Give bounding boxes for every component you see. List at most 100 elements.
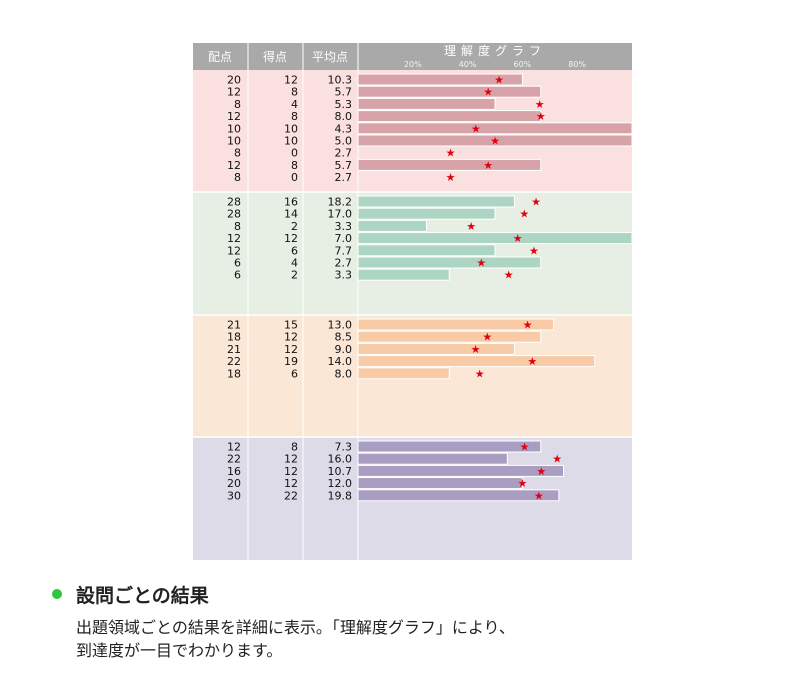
average-cell: 8.0 <box>335 110 353 123</box>
score-cell: 12 <box>284 74 298 87</box>
average-cell: 7.7 <box>335 244 353 257</box>
max-score-cell: 12 <box>227 86 241 99</box>
table-row: 21 12 9.0 ★ <box>227 342 515 356</box>
average-star-marker: ★ <box>471 343 481 356</box>
understanding-bar <box>357 244 496 257</box>
max-score-cell: 12 <box>227 232 241 245</box>
max-score-cell: 28 <box>227 208 241 221</box>
score-cell: 2 <box>291 220 298 233</box>
table-row: 10 10 4.3 ★ <box>227 122 632 135</box>
table-row: 18 12 8.5 ★ <box>227 330 542 344</box>
x-tick-label: 20% <box>404 60 422 69</box>
table-row: 21 15 13.0 ★ <box>227 318 555 332</box>
average-star-marker: ★ <box>531 196 541 209</box>
table-row: 28 14 17.0 ★ <box>227 207 529 221</box>
average-star-marker: ★ <box>552 453 562 466</box>
max-score-cell: 8 <box>234 220 241 233</box>
max-score-cell: 12 <box>227 441 241 454</box>
max-score-cell: 20 <box>227 477 241 490</box>
average-cell: 16.0 <box>328 453 353 466</box>
score-cell: 0 <box>291 171 298 184</box>
max-score-cell: 8 <box>234 98 241 111</box>
average-cell: 5.7 <box>335 159 353 172</box>
table-row: 8 0 2.7 ★ <box>234 171 456 184</box>
max-score-cell: 12 <box>227 244 241 257</box>
table-row: 12 8 8.0 ★ <box>227 110 546 123</box>
table-row: 8 2 3.3 ★ <box>234 219 476 233</box>
average-star-marker: ★ <box>535 98 545 111</box>
max-score-cell: 8 <box>234 147 241 160</box>
max-score-cell: 12 <box>227 159 241 172</box>
table-row: 12 8 7.3 ★ <box>227 440 542 454</box>
max-score-cell: 16 <box>227 465 241 478</box>
average-cell: 2.7 <box>335 147 353 160</box>
table-row: 12 8 5.7 ★ <box>227 159 542 172</box>
understanding-bar <box>357 195 515 208</box>
average-star-marker: ★ <box>471 122 481 135</box>
feature-description-line-2: 到達度が一目でわかります。 <box>76 641 283 660</box>
max-score-cell: 10 <box>227 135 241 148</box>
average-star-marker: ★ <box>466 220 476 233</box>
score-cell: 14 <box>284 208 298 221</box>
score-chart: 配点 得点 平均点 理解度グラフ 20% 40% 60% 80% 20 12 10.3 ★1… <box>193 43 632 560</box>
header-graph-title: 理解度グラフ <box>444 43 546 58</box>
table-row: 8 0 2.7 ★ <box>234 147 456 160</box>
table-row: 30 22 19.8 ★ <box>227 489 560 502</box>
understanding-bar <box>357 85 542 98</box>
feature-description: 出題領域ごとの結果を詳細に表示。「理解度グラフ」により、 到達度が一目でわかりま… <box>76 616 752 662</box>
max-score-cell: 12 <box>227 110 241 123</box>
table-row: 16 12 10.7 ★ <box>227 464 564 478</box>
understanding-bar <box>357 367 450 380</box>
average-cell: 14.0 <box>328 355 353 368</box>
average-cell: 5.3 <box>335 98 353 111</box>
score-cell: 8 <box>291 159 298 172</box>
average-cell: 19.8 <box>328 489 353 502</box>
x-tick-labels: 20% 40% 60% 80% <box>404 60 587 69</box>
table-row: 6 4 2.7 ★ <box>234 256 542 270</box>
table-row: 12 6 7.7 ★ <box>227 244 539 257</box>
score-cell: 8 <box>291 110 298 123</box>
max-score-cell: 28 <box>227 196 241 209</box>
understanding-bar <box>357 207 496 220</box>
average-star-marker: ★ <box>446 171 456 184</box>
average-cell: 18.2 <box>328 196 353 209</box>
table-row: 18 6 8.0 ★ <box>227 367 485 380</box>
average-star-marker: ★ <box>446 147 456 160</box>
score-cell: 16 <box>284 196 298 209</box>
table-row: 20 12 12.0 ★ <box>227 477 527 490</box>
average-star-marker: ★ <box>504 269 514 282</box>
average-star-marker: ★ <box>483 159 493 172</box>
average-cell: 7.3 <box>335 441 353 454</box>
max-score-cell: 20 <box>227 74 241 87</box>
max-score-cell: 18 <box>227 331 241 344</box>
table-row: 12 12 7.0 ★ <box>227 232 632 245</box>
x-tick-label: 40% <box>459 60 477 69</box>
average-star-marker: ★ <box>536 110 546 123</box>
understanding-bar <box>357 489 560 502</box>
score-cell: 15 <box>284 319 298 332</box>
understanding-bar <box>357 355 596 368</box>
header-background <box>193 43 632 70</box>
score-cell: 12 <box>284 232 298 245</box>
average-star-marker: ★ <box>517 477 527 490</box>
table-row: 8 4 5.3 ★ <box>234 97 545 111</box>
understanding-bar <box>357 97 496 110</box>
chart-rows: 20 12 10.3 ★12 8 5.7 ★8 4 5.3 ★12 8 8.0 ★10 10 4.3 ★10 1… <box>227 73 632 502</box>
average-star-marker: ★ <box>475 367 485 380</box>
average-cell: 7.0 <box>335 232 353 245</box>
score-cell: 4 <box>291 257 298 270</box>
average-cell: 17.0 <box>328 208 353 221</box>
average-cell: 5.0 <box>335 135 353 148</box>
header-score: 得点 <box>263 49 287 64</box>
score-cell: 2 <box>291 269 298 282</box>
table-row: 12 8 5.7 ★ <box>227 85 542 99</box>
max-score-cell: 18 <box>227 367 241 380</box>
table-row: 20 12 10.3 ★ <box>227 73 523 87</box>
score-cell: 4 <box>291 98 298 111</box>
understanding-bar <box>357 219 427 232</box>
x-tick-label: 80% <box>568 60 586 69</box>
table-row: 22 12 16.0 ★ <box>227 452 562 466</box>
understanding-bar <box>357 464 564 477</box>
understanding-bar <box>357 232 632 245</box>
average-cell: 3.3 <box>335 220 353 233</box>
